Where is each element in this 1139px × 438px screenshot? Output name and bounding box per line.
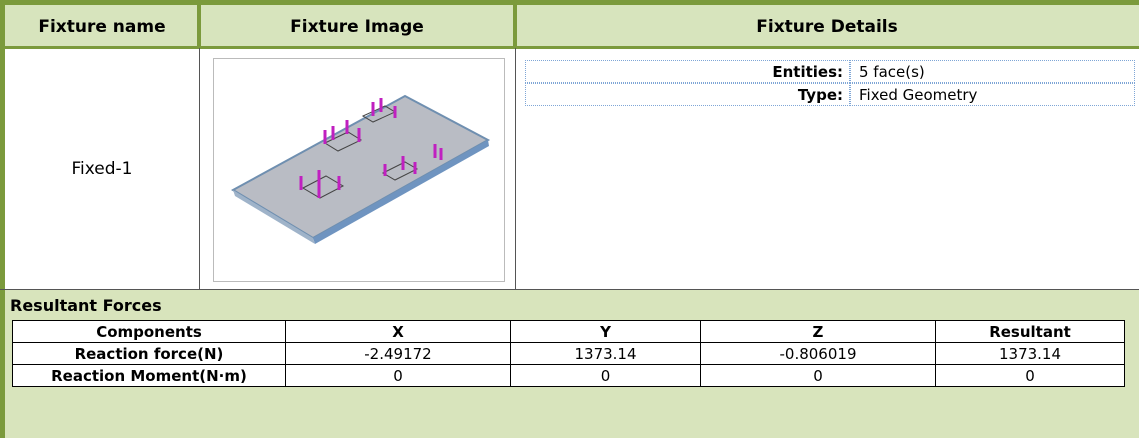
header-cell: Fixture name bbox=[5, 5, 199, 48]
border bbox=[515, 48, 516, 290]
table-header-cell: Z bbox=[700, 320, 936, 343]
border bbox=[199, 48, 200, 290]
table-cell: 0 bbox=[285, 364, 511, 387]
border bbox=[0, 0, 1139, 5]
border bbox=[513, 0, 517, 48]
table-header-cell: Resultant bbox=[935, 320, 1125, 343]
header-cell: Fixture Image bbox=[199, 5, 515, 48]
table-cell: 1373.14 bbox=[935, 342, 1125, 365]
fixture-name: Fixed-1 bbox=[5, 48, 199, 290]
table-header-cell: Components bbox=[12, 320, 286, 343]
fixture-image bbox=[213, 58, 505, 282]
table-cell: Reaction force(N) bbox=[12, 342, 286, 365]
table-header-cell: Y bbox=[510, 320, 701, 343]
table-cell: -0.806019 bbox=[700, 342, 936, 365]
header-cell: Fixture Details bbox=[515, 5, 1139, 48]
page: Fixture name Fixture Image Fixture Detai… bbox=[0, 0, 1139, 438]
table-header-cell: X bbox=[285, 320, 511, 343]
detail-value: 5 face(s) bbox=[850, 60, 1135, 83]
table-cell: Reaction Moment(N·m) bbox=[12, 364, 286, 387]
table-cell: 1373.14 bbox=[510, 342, 701, 365]
table-cell: 0 bbox=[510, 364, 701, 387]
section-title: Resultant Forces bbox=[10, 296, 162, 315]
detail-label: Entities: bbox=[525, 60, 850, 83]
table-cell: 0 bbox=[935, 364, 1125, 387]
border bbox=[197, 0, 201, 48]
table-cell: -2.49172 bbox=[285, 342, 511, 365]
detail-value: Fixed Geometry bbox=[850, 83, 1135, 106]
detail-label: Type: bbox=[525, 83, 850, 106]
table-cell: 0 bbox=[700, 364, 936, 387]
